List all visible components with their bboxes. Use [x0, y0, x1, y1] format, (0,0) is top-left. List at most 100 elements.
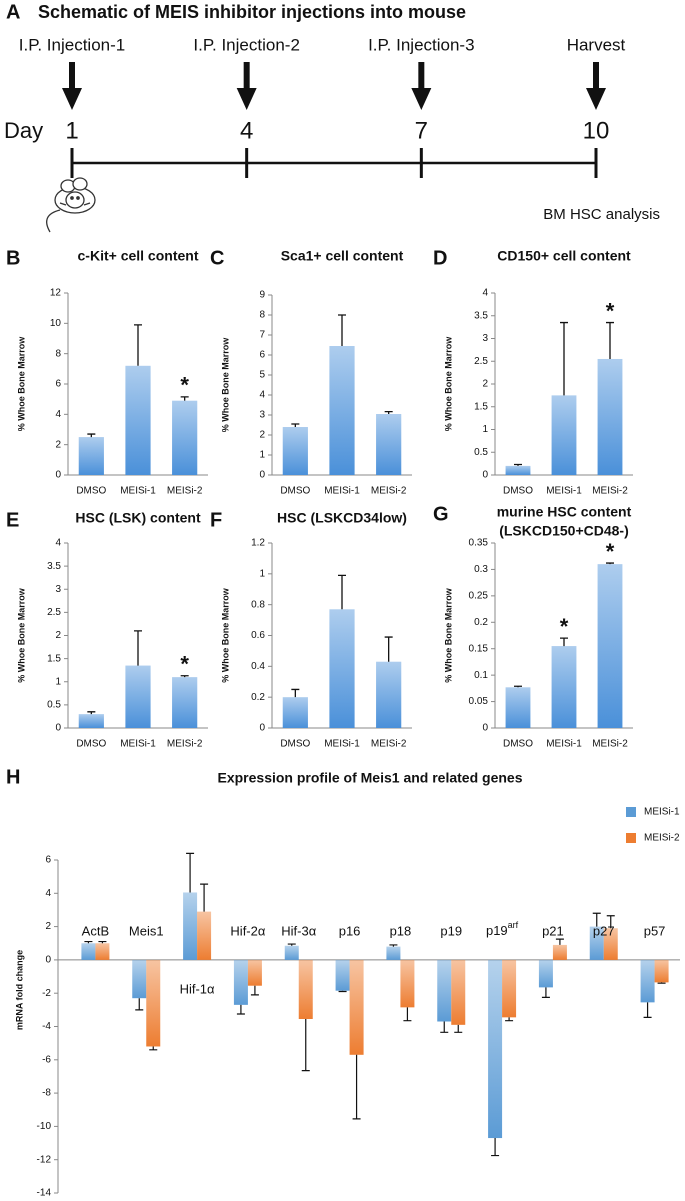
error-bar — [301, 1019, 310, 1072]
bar — [125, 365, 151, 475]
y-tick-label: 2 — [55, 630, 61, 641]
arrow — [586, 62, 606, 110]
bar — [505, 465, 531, 475]
arrow — [411, 62, 432, 110]
y-tick-label: 1.5 — [474, 401, 488, 412]
error-bar — [389, 944, 398, 947]
bar — [233, 959, 248, 1005]
category-label: Meis1 — [129, 923, 164, 938]
y-tick-label: -12 — [37, 1154, 52, 1165]
error-bar — [606, 562, 614, 565]
bar — [183, 892, 198, 960]
y-tick-label: 0 — [482, 470, 488, 481]
panel-label: E — [6, 509, 19, 531]
chart-title: CD150+ cell content — [497, 248, 631, 264]
category-label-superscript: arf — [508, 920, 519, 930]
y-tick-label: 2.5 — [47, 607, 61, 618]
y-tick-label: 1.5 — [47, 653, 61, 664]
x-tick-label: DMSO — [280, 486, 310, 497]
chart-title: murine HSC content — [497, 504, 632, 520]
y-tick-label: 0 — [45, 955, 51, 966]
bar — [603, 928, 618, 960]
schematic-title: Schematic of MEIS inhibitor injections i… — [38, 2, 466, 22]
category-label-main: p19 — [486, 923, 508, 938]
bar — [589, 926, 604, 960]
bar — [132, 959, 147, 999]
y-tick-label: 4 — [55, 538, 61, 549]
y-tick-label: -4 — [42, 1021, 51, 1032]
y-tick-label: 5 — [259, 370, 265, 381]
legend-label: MEISi-1 — [644, 807, 680, 818]
x-tick-label: MEISi-1 — [546, 739, 582, 750]
y-tick-label: 2 — [259, 430, 265, 441]
chart-title: HSC (LSK) content — [75, 510, 201, 526]
bar — [78, 714, 104, 728]
category-label: Hif-1α — [180, 981, 215, 996]
chart-title: HSC (LSKCD34low) — [277, 510, 407, 526]
bar — [437, 959, 452, 1022]
bar — [329, 346, 355, 475]
error-bar — [505, 1017, 514, 1022]
y-tick-label: 0 — [259, 723, 265, 734]
y-tick-label: 0 — [482, 723, 488, 734]
panel-label: D — [433, 247, 447, 269]
bar — [284, 945, 299, 960]
category-label: p18 — [390, 923, 412, 938]
bar — [488, 959, 503, 1139]
bar — [197, 911, 212, 960]
event-label: I.P. Injection-1 — [19, 35, 125, 54]
panel-label: F — [210, 509, 222, 531]
event-label: Harvest — [567, 35, 626, 54]
category-label: p16 — [339, 923, 361, 938]
y-axis-label: mRNA fold change — [14, 950, 24, 1030]
chart-title: c-Kit+ cell content — [78, 248, 199, 264]
chart-subtitle: (LSKCD150+CD48-) — [499, 523, 629, 539]
bar — [247, 959, 262, 986]
y-tick-label: 1 — [482, 424, 488, 435]
bar — [386, 946, 401, 960]
bar — [282, 697, 308, 728]
error-bar — [135, 998, 144, 1011]
error-bar — [236, 1004, 245, 1015]
x-tick-label: DMSO — [280, 739, 310, 750]
y-tick-label: 0.2 — [474, 617, 488, 628]
x-tick-label: MEISi-2 — [592, 486, 628, 497]
y-tick-label: 10 — [50, 318, 62, 329]
legend-swatch — [626, 833, 636, 843]
y-tick-label: 0.5 — [47, 700, 61, 711]
y-tick-label: -10 — [37, 1121, 52, 1132]
bar — [505, 687, 531, 728]
bar — [597, 564, 623, 728]
y-axis-label: % Whoe Bone Marrow — [220, 587, 230, 683]
error-bar — [180, 675, 189, 678]
y-tick-label: 2 — [482, 379, 488, 390]
bar — [654, 959, 669, 983]
error-bar — [560, 637, 568, 647]
error-bar — [491, 1138, 500, 1157]
error-bar — [657, 982, 666, 984]
x-tick-label: MEISi-2 — [371, 739, 407, 750]
y-tick-label: 0.35 — [469, 538, 489, 549]
error-bar — [555, 938, 564, 945]
error-bar — [84, 940, 93, 944]
chart-title: Expression profile of Meis1 and related … — [218, 770, 523, 786]
x-tick-label: MEISi-2 — [371, 486, 407, 497]
category-label: ActB — [82, 923, 109, 938]
category-label: p57 — [644, 923, 666, 938]
bar — [298, 959, 313, 1020]
error-bar — [180, 396, 189, 401]
error-bar — [338, 990, 347, 993]
panel-label: A — [6, 1, 20, 23]
y-tick-label: 6 — [45, 855, 51, 866]
bar — [597, 358, 623, 475]
note: BM HSC analysis — [543, 206, 660, 223]
error-bar — [643, 1002, 652, 1018]
y-axis-label: % Whoe Bone Marrow — [443, 587, 453, 683]
y-axis-label: % Whoe Bone Marrow — [16, 587, 26, 683]
y-tick-label: 1 — [259, 568, 265, 579]
significance-mark: * — [180, 652, 189, 677]
event-label: I.P. Injection-3 — [368, 35, 474, 54]
y-tick-label: 0.3 — [474, 564, 488, 575]
y-axis-label: % Whoe Bone Marrow — [16, 336, 26, 432]
error-bar — [149, 1046, 158, 1051]
